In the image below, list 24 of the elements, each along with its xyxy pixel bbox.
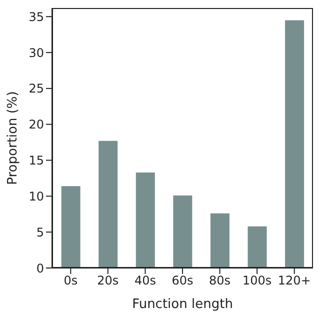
y-tick-label: 15 [28, 154, 44, 168]
y-tick-label: 20 [28, 118, 44, 132]
bar [98, 140, 118, 268]
y-tick-label: 35 [28, 10, 44, 24]
bar [248, 226, 267, 268]
y-tick-label: 25 [28, 82, 44, 96]
bar [210, 213, 230, 268]
y-tick-label: 0 [36, 261, 44, 276]
x-tick-label: 100s [242, 274, 272, 288]
y-tick-label: 10 [28, 189, 44, 204]
bar [173, 195, 192, 268]
bar [61, 186, 80, 268]
x-tick-label: 0s [64, 274, 78, 288]
x-tick-label: 60s [172, 274, 194, 288]
x-tick-label: 120+ [278, 274, 311, 288]
x-tick-label: 40s [134, 274, 156, 288]
x-tick-label: 20s [97, 274, 119, 288]
y-tick-label: 5 [36, 225, 44, 240]
x-tick-label: 80s [209, 274, 231, 288]
x-axis-title: Function length [132, 297, 233, 312]
y-axis-title: Proportion (%) [6, 91, 21, 185]
bar [136, 172, 155, 268]
y-tick-label: 30 [28, 46, 44, 60]
bar [285, 20, 304, 268]
